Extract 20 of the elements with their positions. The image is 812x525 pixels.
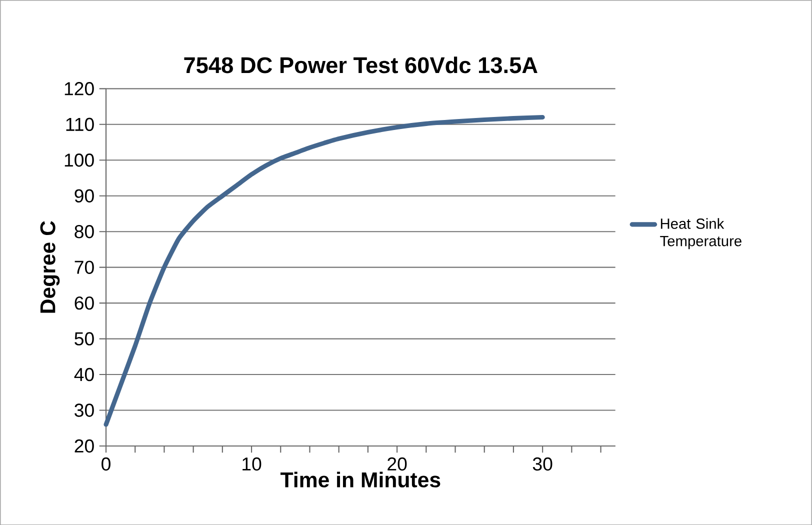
y-tick-label: 90 (74, 189, 94, 202)
y-tick-label: 40 (74, 368, 94, 381)
x-tick-label: 0 (102, 457, 110, 470)
y-tick-label: 80 (74, 224, 94, 238)
chart-title: 7548 DC Power Test 60Vdc 13.5A (184, 56, 538, 74)
y-tick-label: 100 (64, 153, 94, 167)
y-tick-label: 20 (74, 439, 94, 452)
legend-label: Heat Sink Temperature (660, 218, 742, 249)
y-tick-label: 30 (74, 403, 94, 417)
y-tick-label: 110 (66, 118, 94, 131)
x-axis-title: Time in Minutes (280, 472, 440, 488)
y-tick-label: 120 (64, 82, 94, 96)
x-tick-label: 30 (532, 457, 552, 470)
x-tick-label: 20 (388, 457, 407, 470)
y-tick-label: 70 (74, 260, 94, 274)
y-tick-label: 60 (74, 296, 94, 310)
x-tick-label: 10 (242, 457, 262, 470)
y-tick-label: 50 (74, 332, 94, 346)
y-axis-title: Degree C (40, 220, 60, 313)
line-series (104, 114, 545, 427)
